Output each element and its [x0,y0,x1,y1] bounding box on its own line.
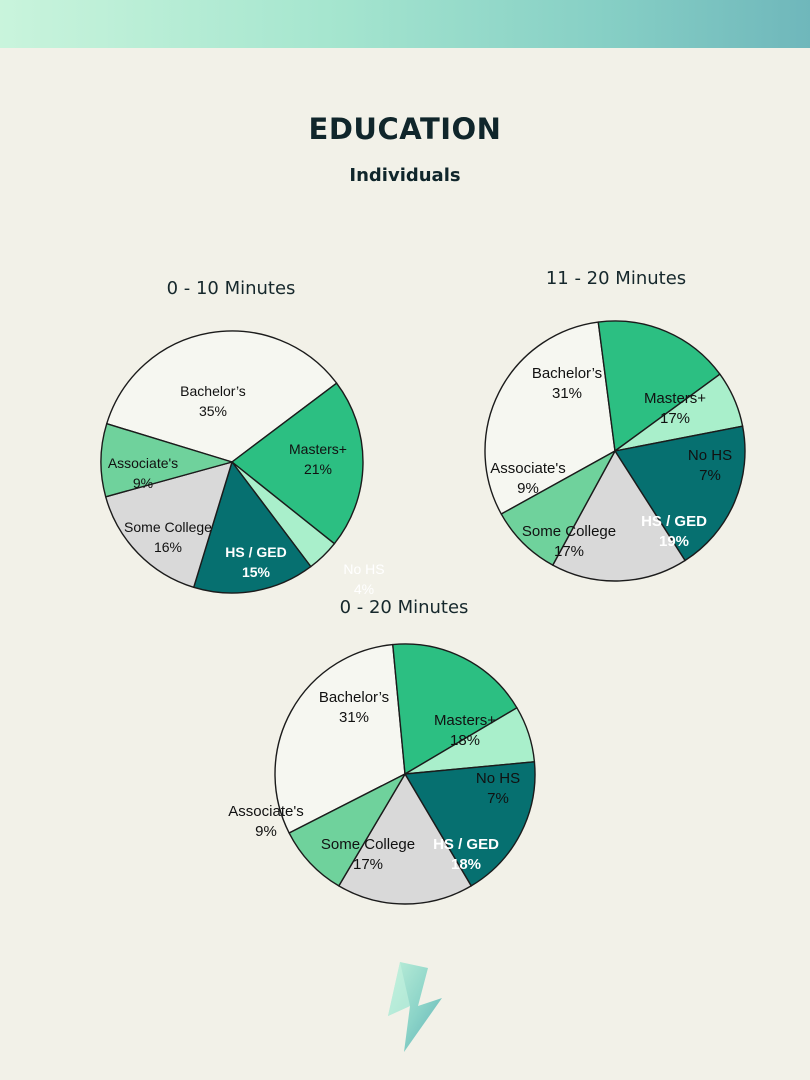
slice-label-name: No HS [688,447,732,464]
pie-slice-associate-s [100,423,233,498]
chart-title: 0 - 10 Minutes [167,278,296,299]
pie-chart-11-20-minutes: 11 - 20 Minutes Bachelor’s 31% Masters+ 17%… [484,268,746,582]
slice-label-percent: 17% [660,410,690,427]
slice-label-name: Masters+ [289,441,347,457]
slice-label-percent: 17% [554,543,584,560]
pie-slice-hs-ged [404,761,536,887]
page-title: EDUCATION [308,112,502,146]
pie-slice-masters [392,643,518,775]
pie-slice-associate-s [500,450,616,566]
slice-label-some-college: Some College 16% [124,519,212,555]
pie-slice-bachelor-s [274,643,406,834]
slice-label-percent: 18% [450,732,480,749]
slice-label-name: Some College [124,519,212,535]
slice-label-name: Bachelor’s [532,365,602,382]
slice-label-name: HS / GED [433,836,499,853]
chart-title: 11 - 20 Minutes [546,268,686,289]
slice-label-masters: Masters+ 21% [289,441,347,477]
slice-label-percent: 15% [242,564,271,580]
slice-label-name: No HS [476,770,520,787]
slice-label-percent: 35% [199,403,227,419]
pie-slice-bachelor-s [484,321,616,515]
slice-label-no-hs: No HS 7% [688,447,732,484]
slice-label-associate-s: Associate's 9% [108,455,178,491]
pie-slice-bachelor-s [106,330,338,463]
slice-label-associate-s: Associate's 9% [228,803,303,840]
slice-label-percent: 31% [552,385,582,402]
slice-label-percent: 9% [255,823,277,840]
slice-label-name: Masters+ [434,712,496,729]
pie-slice-masters [231,382,364,545]
pie-slice-some-college [105,461,233,588]
slice-label-name: Masters+ [644,390,706,407]
slice-label-no-hs: No HS 4% [343,561,384,597]
slice-label-name: Some College [321,836,415,853]
pie-slice-associate-s [288,773,406,887]
pie-slice-some-college [552,450,686,582]
slice-label-bachelor-s: Bachelor’s 35% [180,383,246,419]
slice-label-percent: 9% [133,475,153,491]
slice-label-some-college: Some College 17% [321,836,415,873]
slice-label-name: Bachelor’s [180,383,246,399]
pie-slice-some-college [338,773,472,905]
slice-label-name: HS / GED [641,513,707,530]
slice-label-bachelor-s: Bachelor’s 31% [319,689,389,726]
pie-slice-masters [597,320,721,452]
slice-label-percent: 31% [339,709,369,726]
slice-label-percent: 16% [154,539,182,555]
slice-label-name: Associate's [108,455,178,471]
pie-slice-hs-ged [614,425,746,562]
slice-label-name: HS / GED [225,544,286,560]
slice-label-percent: 18% [451,856,481,873]
slice-label-name: No HS [343,561,384,577]
slice-label-name: Associate's [228,803,303,820]
pie-slice-hs-ged [193,461,312,594]
slice-label-hs-ged: HS / GED 19% [641,513,707,550]
slice-label-name: Bachelor’s [319,689,389,706]
slice-label-percent: 4% [354,581,374,597]
brand-logo-bolt-icon [388,962,442,1052]
slice-label-some-college: Some College 17% [522,523,616,560]
slice-label-percent: 17% [353,856,383,873]
slice-label-bachelor-s: Bachelor’s 31% [532,365,602,402]
slice-label-no-hs: No HS 7% [476,770,520,807]
pie-chart-0-10-minutes: 0 - 10 Minutes Bachelor’s 35% Masters+ 21% N… [100,278,385,597]
slice-label-name: Some College [522,523,616,540]
header-gradient-band [0,0,810,48]
slice-label-percent: 7% [699,467,721,484]
slice-label-hs-ged: HS / GED 15% [225,544,286,580]
slice-label-name: Associate's [490,460,565,477]
slice-label-associate-s: Associate's 9% [490,460,565,497]
slice-label-hs-ged: HS / GED 18% [433,836,499,873]
slice-label-percent: 21% [304,461,332,477]
slice-label-percent: 7% [487,790,509,807]
slice-label-masters: Masters+ 17% [644,390,706,427]
chart-title: 0 - 20 Minutes [340,597,469,618]
slice-label-masters: Masters+ 18% [434,712,496,749]
pie-chart-0-20-minutes: 0 - 20 Minutes Bachelor’s 31% Masters+ 18% N… [228,597,536,905]
slice-label-percent: 19% [659,533,689,550]
page-subtitle: Individuals [349,165,461,186]
slice-label-percent: 9% [517,480,539,497]
